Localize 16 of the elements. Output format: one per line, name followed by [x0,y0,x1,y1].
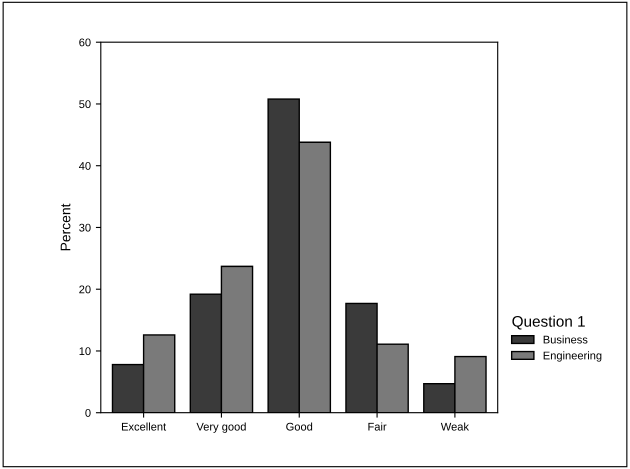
legend-label: Engineering [544,351,602,362]
y-tick-label: 20 [79,285,91,294]
x-tick-label: Excellent [122,422,166,431]
x-tick-label: Good [286,422,312,431]
legend-label: Business [544,335,588,344]
y-tick-label: 10 [80,347,91,356]
y-tick-label: 30 [79,224,91,232]
legend-title: Question 1 [512,316,585,330]
y-axis-title: Percent [60,204,70,250]
x-tick-label: Very good [196,422,246,433]
x-tick-label: Weak [440,422,470,431]
y-tick-label: 60 [79,38,91,46]
y-tick-label: 0 [85,408,91,417]
y-tick-label: 40 [78,162,91,170]
y-tick-label: 50 [79,100,91,108]
x-tick-label: Fair [368,422,386,431]
